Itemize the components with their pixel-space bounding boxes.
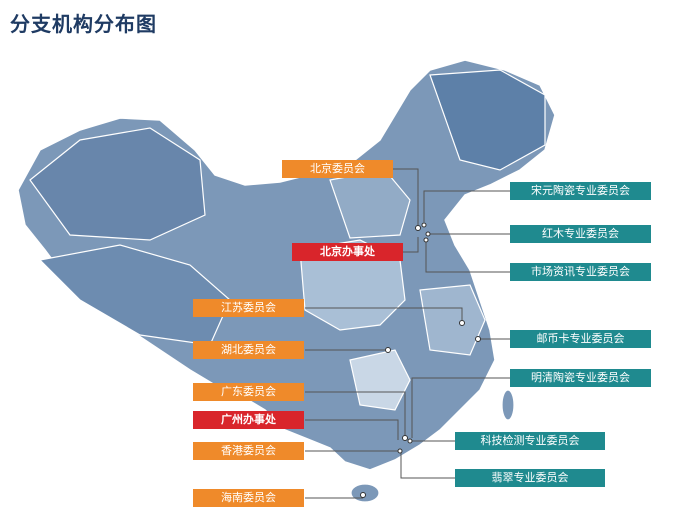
xinjiang-province-patch bbox=[29, 127, 206, 241]
connector-ming-qing bbox=[411, 377, 510, 438]
label-jade: 翡翠专业委员会 bbox=[455, 469, 605, 487]
jiangsu-dot bbox=[459, 320, 465, 326]
connector-beijing-office bbox=[403, 237, 419, 253]
hongkong-dot bbox=[397, 448, 403, 454]
tibet-province-patch bbox=[38, 244, 231, 346]
hainan-dot bbox=[360, 492, 366, 498]
label-ming-qing-porcelain: 明清陶瓷专业委员会 bbox=[510, 369, 651, 387]
connector-market-info bbox=[425, 242, 510, 273]
label-rosewood: 红木专业委员会 bbox=[510, 225, 651, 243]
connector-guangdong bbox=[305, 391, 406, 437]
beijing-dot-2 bbox=[421, 222, 427, 228]
label-hainan-committee: 海南委员会 bbox=[193, 489, 304, 507]
taiwan-island bbox=[501, 389, 515, 421]
label-jiangsu-committee: 江苏委员会 bbox=[193, 299, 304, 317]
guangzhou-dot bbox=[402, 435, 408, 441]
hubei-dot bbox=[385, 347, 391, 353]
connector-song-yuan bbox=[423, 190, 510, 222]
beijing-dot-3 bbox=[425, 231, 431, 237]
northeast-province-patch bbox=[429, 69, 546, 171]
beijing-dot bbox=[415, 225, 421, 231]
label-song-yuan-porcelain: 宋元陶瓷专业委员会 bbox=[510, 182, 651, 200]
label-hubei-committee: 湖北委员会 bbox=[193, 341, 304, 359]
shanghai-dot bbox=[475, 336, 481, 342]
label-guangdong-committee: 广东委员会 bbox=[193, 383, 304, 401]
connector-beijing-committee bbox=[393, 168, 419, 225]
label-tech-testing: 科技检测专业委员会 bbox=[455, 432, 605, 450]
label-hongkong-committee: 香港委员会 bbox=[193, 442, 304, 460]
label-market-info: 市场资讯专业委员会 bbox=[510, 263, 651, 281]
label-guangzhou-office: 广州办事处 bbox=[193, 411, 304, 429]
beijing-dot-4 bbox=[423, 237, 429, 243]
connector-guangzhou bbox=[305, 419, 399, 440]
label-beijing-committee: 北京委员会 bbox=[282, 160, 393, 178]
map-title: 分支机构分布图 bbox=[10, 12, 157, 36]
label-beijing-office: 北京办事处 bbox=[292, 243, 403, 261]
shenzhen-dot bbox=[407, 438, 413, 444]
connector-jiangsu bbox=[305, 307, 463, 322]
label-stamps-coins: 邮币卡专业委员会 bbox=[510, 330, 651, 348]
connector-jade bbox=[400, 452, 455, 479]
